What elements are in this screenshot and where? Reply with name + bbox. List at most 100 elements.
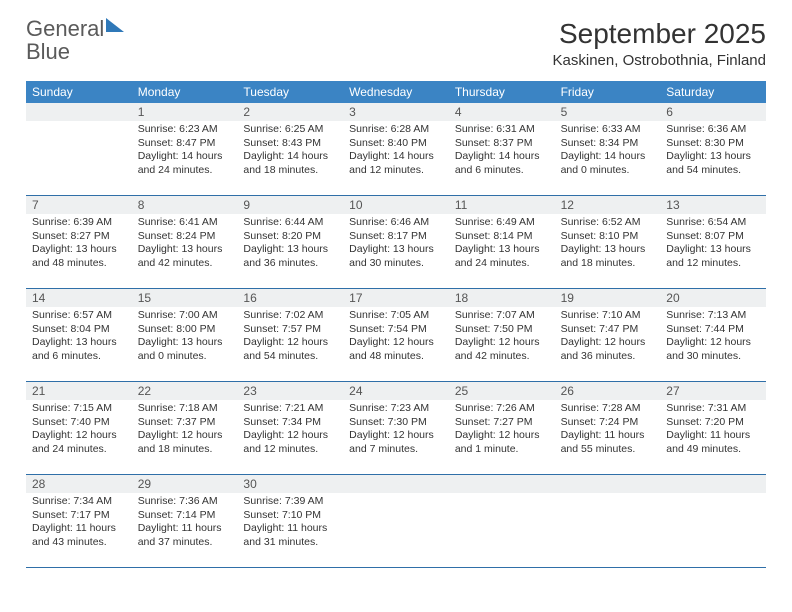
day-number: .: [555, 475, 661, 493]
day-number: 19: [555, 289, 661, 307]
sunrise-text: Sunrise: 6:41 AM: [138, 216, 232, 230]
daylight-text: Daylight: 12 hours and 12 minutes.: [243, 429, 337, 456]
daylight-text: Daylight: 12 hours and 36 minutes.: [561, 336, 655, 363]
day-cell: Sunrise: 6:57 AMSunset: 8:04 PMDaylight:…: [26, 307, 132, 381]
day-cell: Sunrise: 7:00 AMSunset: 8:00 PMDaylight:…: [132, 307, 238, 381]
sunset-text: Sunset: 7:40 PM: [32, 416, 126, 430]
dow-monday: Monday: [132, 81, 238, 103]
day-number: 21: [26, 382, 132, 400]
day-number: 8: [132, 196, 238, 214]
sunrise-text: Sunrise: 6:25 AM: [243, 123, 337, 137]
daylight-text: Daylight: 11 hours and 37 minutes.: [138, 522, 232, 549]
day-number: 13: [660, 196, 766, 214]
day-number: 22: [132, 382, 238, 400]
sunrise-text: Sunrise: 6:46 AM: [349, 216, 443, 230]
daynum-row: .123456: [26, 103, 766, 121]
day-cell: Sunrise: 7:21 AMSunset: 7:34 PMDaylight:…: [237, 400, 343, 474]
sunset-text: Sunset: 8:40 PM: [349, 137, 443, 151]
day-cell: [660, 493, 766, 567]
day-number: 10: [343, 196, 449, 214]
day-cell: Sunrise: 6:54 AMSunset: 8:07 PMDaylight:…: [660, 214, 766, 288]
day-cell: Sunrise: 7:13 AMSunset: 7:44 PMDaylight:…: [660, 307, 766, 381]
calendar: Sunday Monday Tuesday Wednesday Thursday…: [26, 81, 766, 568]
dow-thursday: Thursday: [449, 81, 555, 103]
sunrise-text: Sunrise: 7:18 AM: [138, 402, 232, 416]
daylight-text: Daylight: 14 hours and 0 minutes.: [561, 150, 655, 177]
daylight-text: Daylight: 12 hours and 18 minutes.: [138, 429, 232, 456]
sunset-text: Sunset: 7:47 PM: [561, 323, 655, 337]
sunset-text: Sunset: 8:07 PM: [666, 230, 760, 244]
day-cell: Sunrise: 7:39 AMSunset: 7:10 PMDaylight:…: [237, 493, 343, 567]
dow-sunday: Sunday: [26, 81, 132, 103]
day-cell: Sunrise: 7:15 AMSunset: 7:40 PMDaylight:…: [26, 400, 132, 474]
sunrise-text: Sunrise: 7:10 AM: [561, 309, 655, 323]
sunset-text: Sunset: 7:24 PM: [561, 416, 655, 430]
sunrise-text: Sunrise: 6:54 AM: [666, 216, 760, 230]
logo-word2: Blue: [26, 39, 70, 64]
week-row: Sunrise: 7:15 AMSunset: 7:40 PMDaylight:…: [26, 400, 766, 475]
sunset-text: Sunset: 8:14 PM: [455, 230, 549, 244]
sunrise-text: Sunrise: 6:57 AM: [32, 309, 126, 323]
title-block: September 2025 Kaskinen, Ostrobothnia, F…: [553, 18, 766, 69]
page-title: September 2025: [553, 18, 766, 50]
day-cell: Sunrise: 6:25 AMSunset: 8:43 PMDaylight:…: [237, 121, 343, 195]
sunset-text: Sunset: 7:57 PM: [243, 323, 337, 337]
sunrise-text: Sunrise: 7:26 AM: [455, 402, 549, 416]
logo-text-wrap: General Blue: [26, 18, 124, 64]
day-number: 6: [660, 103, 766, 121]
sunrise-text: Sunrise: 6:39 AM: [32, 216, 126, 230]
day-cell: Sunrise: 6:52 AMSunset: 8:10 PMDaylight:…: [555, 214, 661, 288]
page-root: General Blue September 2025 Kaskinen, Os…: [0, 0, 792, 586]
day-number: 2: [237, 103, 343, 121]
day-cell: Sunrise: 6:46 AMSunset: 8:17 PMDaylight:…: [343, 214, 449, 288]
sunset-text: Sunset: 7:37 PM: [138, 416, 232, 430]
day-number: 12: [555, 196, 661, 214]
dow-wednesday: Wednesday: [343, 81, 449, 103]
day-cell: Sunrise: 6:44 AMSunset: 8:20 PMDaylight:…: [237, 214, 343, 288]
sunset-text: Sunset: 7:27 PM: [455, 416, 549, 430]
day-number: 17: [343, 289, 449, 307]
day-number: 20: [660, 289, 766, 307]
day-number: 7: [26, 196, 132, 214]
sunset-text: Sunset: 8:24 PM: [138, 230, 232, 244]
day-cell: Sunrise: 7:02 AMSunset: 7:57 PMDaylight:…: [237, 307, 343, 381]
day-number: .: [26, 103, 132, 121]
daynum-row: 21222324252627: [26, 382, 766, 400]
sunrise-text: Sunrise: 7:31 AM: [666, 402, 760, 416]
sunset-text: Sunset: 7:10 PM: [243, 509, 337, 523]
day-number: 28: [26, 475, 132, 493]
day-number: 14: [26, 289, 132, 307]
day-number: 23: [237, 382, 343, 400]
sunrise-text: Sunrise: 6:49 AM: [455, 216, 549, 230]
sunrise-text: Sunrise: 6:36 AM: [666, 123, 760, 137]
day-number: 3: [343, 103, 449, 121]
day-number: 27: [660, 382, 766, 400]
daylight-text: Daylight: 13 hours and 54 minutes.: [666, 150, 760, 177]
day-cell: Sunrise: 6:31 AMSunset: 8:37 PMDaylight:…: [449, 121, 555, 195]
daylight-text: Daylight: 14 hours and 6 minutes.: [455, 150, 549, 177]
day-cell: Sunrise: 7:26 AMSunset: 7:27 PMDaylight:…: [449, 400, 555, 474]
daylight-text: Daylight: 13 hours and 42 minutes.: [138, 243, 232, 270]
sunset-text: Sunset: 7:30 PM: [349, 416, 443, 430]
sunrise-text: Sunrise: 6:52 AM: [561, 216, 655, 230]
day-cell: Sunrise: 7:36 AMSunset: 7:14 PMDaylight:…: [132, 493, 238, 567]
daylight-text: Daylight: 12 hours and 42 minutes.: [455, 336, 549, 363]
daylight-text: Daylight: 12 hours and 7 minutes.: [349, 429, 443, 456]
sunrise-text: Sunrise: 7:00 AM: [138, 309, 232, 323]
daylight-text: Daylight: 14 hours and 12 minutes.: [349, 150, 443, 177]
sunset-text: Sunset: 7:44 PM: [666, 323, 760, 337]
day-cell: [449, 493, 555, 567]
daylight-text: Daylight: 12 hours and 54 minutes.: [243, 336, 337, 363]
sunset-text: Sunset: 7:17 PM: [32, 509, 126, 523]
day-cell: Sunrise: 6:39 AMSunset: 8:27 PMDaylight:…: [26, 214, 132, 288]
daylight-text: Daylight: 13 hours and 0 minutes.: [138, 336, 232, 363]
day-cell: Sunrise: 7:34 AMSunset: 7:17 PMDaylight:…: [26, 493, 132, 567]
daylight-text: Daylight: 11 hours and 43 minutes.: [32, 522, 126, 549]
day-number: .: [449, 475, 555, 493]
daynum-row: 282930....: [26, 475, 766, 493]
weeks-mount: .123456Sunrise: 6:23 AMSunset: 8:47 PMDa…: [26, 103, 766, 568]
day-number: 29: [132, 475, 238, 493]
daylight-text: Daylight: 12 hours and 30 minutes.: [666, 336, 760, 363]
day-cell: Sunrise: 7:07 AMSunset: 7:50 PMDaylight:…: [449, 307, 555, 381]
day-number: 16: [237, 289, 343, 307]
